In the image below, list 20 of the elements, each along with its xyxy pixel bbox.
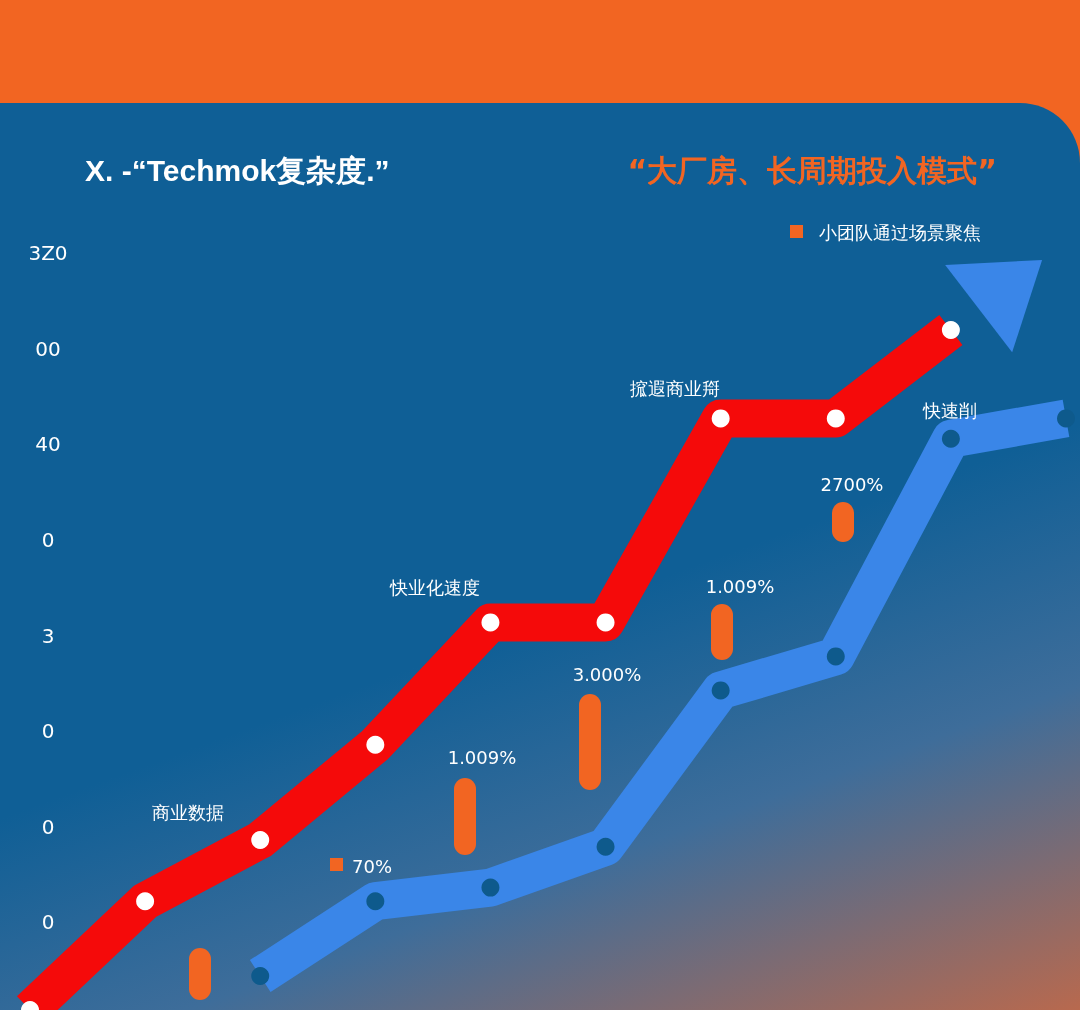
annotation: 0 — [41, 815, 55, 839]
chart-subtitle: “大厂房、长周期投入模式” — [627, 152, 997, 188]
annotation: 3.000% — [572, 663, 642, 685]
annotation: 快速削 — [922, 399, 977, 421]
annotation: 0 — [41, 910, 55, 934]
annotation: 1.009% — [705, 575, 775, 597]
annotation: 40 — [35, 432, 61, 456]
chart-title: X. -“Techmok复杂度.” — [85, 153, 390, 187]
annotation: 2700% — [820, 473, 884, 495]
annotation: 0 — [41, 528, 55, 552]
annotation: 快业化速度 — [389, 576, 480, 598]
annotation: 00 — [35, 337, 61, 361]
annotation: 3 — [41, 624, 55, 648]
annotation: 商业数据 — [152, 801, 224, 823]
annotation: 1.009% — [447, 746, 517, 768]
text: 小团队通过场景聚焦 — [819, 221, 981, 243]
annotation: 搲遐商业搿 — [630, 377, 720, 399]
annotation: 0 — [41, 719, 55, 743]
annotation: 70% — [351, 855, 393, 877]
text: 3Z0 — [28, 241, 68, 265]
